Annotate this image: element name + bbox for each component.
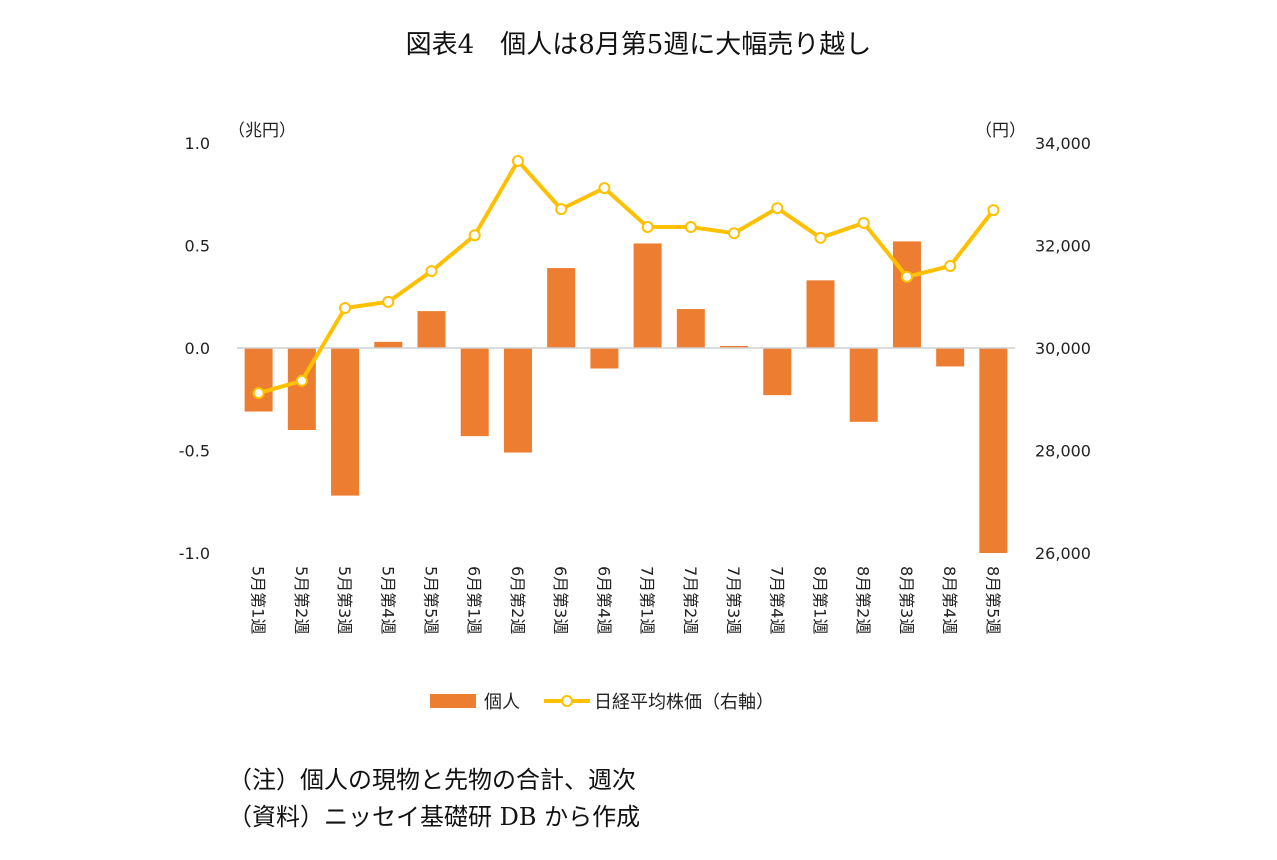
line-point (771, 202, 784, 215)
source-line: （資料）ニッセイ基礎研 DB から作成 (228, 803, 641, 831)
right-tick-label: 26,000 (1035, 544, 1091, 563)
bar (763, 348, 792, 396)
left-tick-label: -1.0 (179, 544, 210, 563)
note-line: （注）個人の現物と先物の合計、週次 (228, 766, 636, 794)
category-label: 8月第2週 (854, 566, 873, 634)
category-label: 8月第5週 (983, 566, 1002, 634)
category-label: 6月第3週 (551, 566, 570, 634)
legend: 個人 日経平均株価（右軸） (430, 688, 774, 714)
category-label: 6月第1週 (465, 566, 484, 634)
line-point (684, 221, 697, 234)
bar (979, 348, 1008, 553)
category-label: 6月第4週 (594, 566, 613, 634)
category-label: 8月第4週 (940, 566, 959, 634)
line-point (987, 204, 1000, 217)
bar (633, 243, 662, 348)
category-label: 5月第1週 (249, 566, 268, 634)
chart-plot: 1.0 0.5 0.0 -0.5 -1.0 34,000 32,000 30,000 28,00… (179, 134, 1091, 634)
line-point (511, 154, 524, 167)
category-label: 8月第3週 (897, 566, 916, 634)
line-point (425, 265, 438, 278)
bar (547, 268, 576, 348)
bar (503, 348, 532, 453)
line-point (382, 295, 395, 308)
category-label: 7月第3週 (724, 566, 743, 634)
bar (806, 280, 835, 348)
legend-label-line: 日経平均株価（右軸） (594, 692, 774, 713)
right-tick-label: 34,000 (1035, 134, 1091, 153)
line-point (857, 216, 870, 229)
bar (676, 309, 705, 348)
category-label: 7月第2週 (681, 566, 700, 634)
right-tick-label: 32,000 (1035, 237, 1091, 256)
legend-swatch-line (544, 694, 590, 708)
left-tick-label: 0.0 (185, 339, 210, 358)
bar (244, 348, 273, 412)
left-tick-label: 1.0 (185, 134, 210, 153)
category-label: 5月第5週 (422, 566, 441, 634)
line-point (641, 221, 654, 234)
bar (287, 348, 316, 430)
legend-label-bar: 個人 (484, 692, 520, 713)
right-axis-unit: （円） (975, 121, 1026, 141)
bar (892, 241, 921, 348)
line-point (339, 302, 352, 315)
line-point (295, 374, 308, 387)
bar (374, 341, 403, 348)
bar (590, 348, 619, 369)
line-point (252, 387, 265, 400)
legend-swatch-bar (430, 694, 476, 708)
line-series (258, 158, 995, 396)
line-point (598, 182, 611, 195)
left-tick-label: -0.5 (179, 442, 210, 461)
category-label: 5月第2週 (292, 566, 311, 634)
left-axis-unit: （兆円） (228, 121, 296, 141)
line-point (555, 203, 568, 216)
left-tick-label: 0.5 (185, 237, 210, 256)
category-label: 7月第4週 (767, 566, 786, 634)
line-point (900, 270, 913, 283)
line-point (944, 260, 957, 272)
bar (936, 348, 965, 367)
line-point (468, 229, 481, 242)
line-point (814, 231, 827, 244)
chart-title: 図表4 個人は8月第5週に大幅売り越し (405, 30, 872, 60)
right-tick-label: 30,000 (1035, 339, 1091, 358)
bar (331, 348, 360, 496)
category-label: 5月第3週 (335, 566, 354, 634)
bar (417, 311, 446, 348)
bar (720, 345, 749, 348)
bar (460, 348, 489, 437)
right-tick-label: 28,000 (1035, 442, 1091, 461)
line-point (728, 227, 741, 240)
category-label: 7月第1週 (638, 566, 657, 634)
category-label: 6月第2週 (508, 566, 527, 634)
bar (849, 348, 878, 422)
category-label: 8月第1週 (811, 566, 830, 634)
category-label: 5月第4週 (378, 566, 397, 634)
